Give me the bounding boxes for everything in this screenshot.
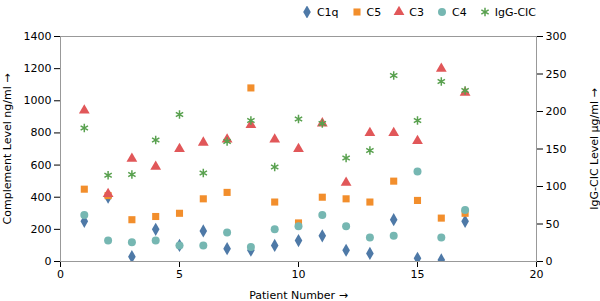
svg-text:Patient Number →: Patient Number → [249,289,348,301]
svg-text:10: 10 [292,268,306,281]
svg-text:200: 200 [546,105,567,118]
svg-text:100: 100 [546,180,567,193]
svg-text:300: 300 [546,30,567,43]
svg-text:Complement Level ng/ml →: Complement Level ng/ml → [1,74,14,225]
svg-text:15: 15 [411,268,425,281]
html-text:C5: C5 [366,5,382,19]
svg-text:150: 150 [546,143,567,156]
svg-text:250: 250 [546,68,567,81]
svg-text:0: 0 [45,255,52,268]
html-text:C1q: C1q [316,5,339,19]
svg-text:1200: 1200 [24,62,52,75]
html-text:C3: C3 [409,5,424,19]
svg-text:600: 600 [31,159,52,172]
html-text:IgG-CIC: IgG-CIC [494,5,536,19]
svg-text:1400: 1400 [24,30,52,43]
svg-text:5: 5 [176,268,183,281]
svg-text:0: 0 [546,255,553,268]
svg-text:400: 400 [31,191,52,204]
svg-text:IgG-CIC Level μg/ml →: IgG-CIC Level μg/ml → [588,88,600,210]
svg-text:20: 20 [530,268,544,281]
svg-text:1000: 1000 [24,94,52,107]
svg-text:0: 0 [57,268,64,281]
html-text:C4: C4 [452,5,467,19]
svg-text:200: 200 [31,223,52,236]
svg-text:50: 50 [546,218,560,231]
svg-text:800: 800 [31,126,52,139]
